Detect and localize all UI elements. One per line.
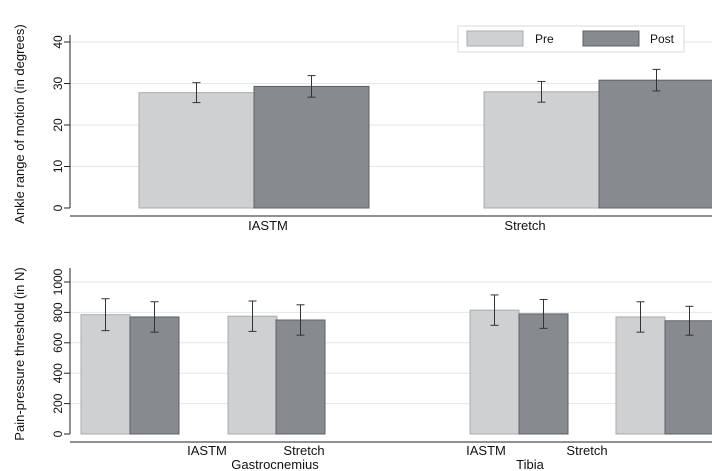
rom-error-bar-post-1 <box>652 68 661 92</box>
rom-y-tick-label: 40 <box>51 35 65 49</box>
ppt-y-axis-title: Pain-pressure threshold (in N) <box>12 267 27 440</box>
ppt-subcategory-label-gastrocnemius-stretch: Stretch <box>283 443 324 458</box>
legend-label-post: Post <box>650 32 675 46</box>
ppt-y-tick-label: 1000 <box>51 268 65 295</box>
rom-chart: 0 10 20 30 40 Ankle range of motion (in degr… <box>12 24 712 233</box>
rom-bars <box>138 79 712 209</box>
ppt-bar-post-1 <box>275 319 326 435</box>
ppt-error-bar-post-3 <box>685 305 694 336</box>
ppt-y-tick-label: 600 <box>51 332 65 352</box>
ppt-group-label-tibia: Tibia <box>516 457 544 471</box>
rom-y-ticks: 0 10 20 30 40 <box>51 35 70 211</box>
ppt-bar-pre-0 <box>80 314 131 435</box>
rom-y-tick-label: 20 <box>51 118 65 132</box>
ppt-error-bar-pre-3 <box>636 301 645 333</box>
rom-bar-post-1 <box>598 79 712 209</box>
rom-y-tick-label: 10 <box>51 160 65 174</box>
ppt-bar-post-3 <box>664 320 712 435</box>
legend-swatch-pre <box>466 30 524 47</box>
rom-y-tick-label: 0 <box>51 204 65 211</box>
ppt-subcategory-label-tibia-stretch: Stretch <box>566 443 607 458</box>
ppt-subcategory-label-tibia-iastm: IASTM <box>466 443 506 458</box>
legend-label-pre: Pre <box>535 32 554 46</box>
legend-swatch-post <box>582 30 640 47</box>
ppt-bar-pre-3 <box>615 316 666 435</box>
ppt-error-bar-post-1 <box>296 304 305 336</box>
ppt-subcategory-label-gastrocnemius-iastm: IASTM <box>187 443 227 458</box>
ppt-bar-post-0 <box>129 316 180 435</box>
ppt-error-bar-post-0 <box>150 301 159 333</box>
ppt-y-tick-label: 0 <box>51 430 65 437</box>
ppt-error-bar-pre-2 <box>490 294 499 326</box>
rom-error-bar-pre-0 <box>192 82 201 104</box>
rom-bar-pre-0 <box>138 92 255 209</box>
rom-error-bar-post-0 <box>307 75 316 98</box>
ppt-bar-post-2 <box>518 313 569 435</box>
rom-error-bar-pre-1 <box>537 80 546 103</box>
ppt-bars <box>80 309 712 435</box>
ppt-y-ticks: 0 200 400 600 800 1000 <box>51 268 70 437</box>
ppt-error-bar-pre-1 <box>248 300 257 332</box>
ppt-group-label-gastrocnemius: Gastrocnemius <box>231 457 319 471</box>
rom-category-label-stretch: Stretch <box>504 218 545 233</box>
rom-error-bars <box>192 68 661 104</box>
ppt-chart: 0 200 400 600 800 1000 Pain-pressure threshol… <box>12 267 712 471</box>
rom-y-tick-label: 30 <box>51 77 65 91</box>
ppt-error-bar-post-2 <box>539 298 548 329</box>
rom-bar-pre-1 <box>483 91 600 209</box>
ppt-y-tick-label: 400 <box>51 363 65 383</box>
ppt-error-bar-pre-0 <box>101 298 110 332</box>
ppt-error-bars <box>101 294 694 336</box>
rom-category-label-iastm: IASTM <box>248 218 288 233</box>
ppt-y-tick-label: 200 <box>51 393 65 413</box>
rom-y-axis-title: Ankle range of motion (in degrees) <box>12 24 27 223</box>
ppt-y-tick-label: 800 <box>51 302 65 322</box>
ppt-bar-pre-2 <box>469 309 520 435</box>
ppt-bar-pre-1 <box>227 315 278 435</box>
rom-bar-post-0 <box>253 85 370 209</box>
rom-legend: Pre Post <box>457 25 685 53</box>
